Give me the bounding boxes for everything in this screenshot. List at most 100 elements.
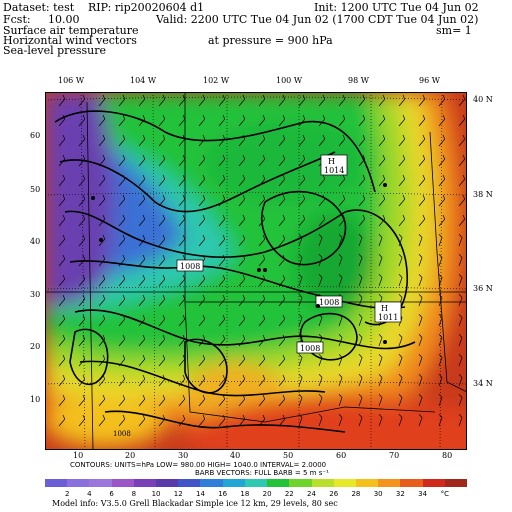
field-wind-vectors: Horizontal wind vectors — [3, 34, 137, 47]
wind-barb — [338, 374, 343, 387]
wind-barb — [138, 154, 146, 167]
wind-barb — [278, 114, 286, 127]
wind-barb — [138, 234, 146, 247]
lon-label: 104 W — [130, 76, 157, 85]
wind-barb — [258, 194, 266, 207]
wind-barb — [278, 234, 286, 247]
wind-barb — [278, 214, 286, 227]
colorbar-label: 8 — [131, 490, 137, 498]
fcst-label: Fcst: — [3, 13, 31, 26]
colorbar-label: 28 — [351, 490, 361, 498]
wind-barb — [338, 314, 343, 327]
wind-barb — [338, 114, 346, 127]
wind-barb — [58, 314, 66, 327]
wind-barb — [178, 354, 186, 367]
wind-barb — [458, 354, 463, 367]
wind-barb — [358, 174, 366, 187]
wind-barb — [198, 194, 206, 207]
wind-barb — [358, 314, 363, 327]
wind-barb — [158, 214, 166, 227]
wind-barb — [238, 174, 246, 187]
wind-barb — [358, 334, 363, 347]
wind-barb — [158, 394, 166, 407]
wind-barb — [218, 234, 226, 247]
wind-barb — [358, 134, 366, 147]
fcst-value: 10.00 — [48, 13, 80, 26]
wind-barb — [238, 334, 246, 347]
wind-barb — [438, 394, 443, 407]
wind-barb — [418, 334, 423, 347]
wind-barb — [238, 94, 246, 107]
colorbar-swatch — [378, 479, 401, 487]
wind-barb — [78, 294, 86, 307]
wind-barb — [58, 194, 66, 207]
colorbar-label: 12 — [173, 490, 183, 498]
wind-barb — [278, 194, 286, 207]
wind-barb — [138, 374, 146, 387]
wind-barb — [238, 274, 246, 287]
wind-barb — [218, 254, 226, 267]
wind-barb — [278, 154, 286, 167]
wind-barb — [418, 414, 423, 427]
wind-barb — [298, 314, 303, 327]
wind-barb — [78, 254, 86, 267]
wind-barb — [58, 354, 66, 367]
init-label: Init: 1200 UTC Tue 04 Jun 02 — [314, 1, 479, 14]
wind-barb — [338, 334, 343, 347]
high2-label: H — [381, 304, 388, 313]
wind-barb — [118, 274, 126, 287]
wind-barb — [318, 354, 323, 367]
wind-barb — [58, 394, 66, 407]
wind-barb — [458, 274, 463, 287]
wind-barb — [358, 194, 366, 207]
wind-barb — [378, 414, 383, 427]
wind-barb — [138, 214, 146, 227]
wind-barb — [138, 414, 146, 427]
wind-barb — [338, 134, 346, 147]
wind-barb — [298, 294, 303, 307]
wind-barb — [78, 354, 86, 367]
wind-barb — [118, 374, 126, 387]
wind-barb — [298, 354, 303, 367]
wind-barb — [238, 394, 246, 407]
wind-barb — [118, 354, 126, 367]
wind-barb — [318, 314, 323, 327]
wind-barb — [458, 174, 466, 187]
wind-barb — [158, 174, 166, 187]
wind-barb — [78, 194, 86, 207]
wind-barb — [198, 134, 206, 147]
wind-barb — [158, 114, 166, 127]
wind-barb — [438, 274, 443, 287]
wind-barb — [258, 134, 266, 147]
wind-barb — [58, 174, 66, 187]
wind-barb — [458, 254, 463, 267]
wind-barb — [458, 294, 463, 307]
wind-barb — [118, 234, 126, 247]
wind-barb — [58, 214, 66, 227]
wind-barb — [258, 414, 266, 427]
wind-barb — [198, 274, 206, 287]
wind-barb — [98, 214, 106, 227]
colorbar-label: 2 — [64, 490, 70, 498]
wind-barb — [298, 414, 303, 427]
wind-barb — [58, 274, 66, 287]
wind-barb — [358, 414, 363, 427]
wind-barb — [438, 154, 446, 167]
wind-barb — [218, 154, 226, 167]
lat-label: 36 N — [473, 284, 493, 293]
wind-barb — [118, 334, 126, 347]
wind-barb — [338, 414, 343, 427]
wind-barb — [278, 354, 286, 367]
wind-barb — [258, 154, 266, 167]
y-tick: 20 — [30, 342, 41, 351]
wind-barb — [58, 114, 66, 127]
wind-barb — [218, 414, 226, 427]
temperature-field — [45, 92, 467, 450]
colorbar-label: 26 — [329, 490, 339, 498]
y-tick: 10 — [30, 395, 41, 404]
wind-barb — [278, 254, 286, 267]
colorbar-swatch — [111, 479, 135, 487]
wind-barb — [458, 374, 463, 387]
wind-barb — [138, 354, 146, 367]
wind-barb — [98, 234, 106, 247]
